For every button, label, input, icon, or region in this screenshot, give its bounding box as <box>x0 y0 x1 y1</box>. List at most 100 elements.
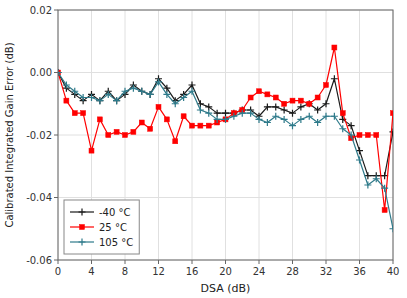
x-tick <box>225 260 226 264</box>
y-tick-label: 0.02 <box>30 5 52 16</box>
y-axis-label: Calibrated Integrated Gain Error (dB) <box>4 42 15 227</box>
marker <box>156 104 161 109</box>
marker <box>205 110 212 117</box>
chart: 0481216202428323640-0.06-0.04-0.020.000.… <box>0 0 407 298</box>
marker <box>323 100 330 107</box>
marker <box>257 89 262 94</box>
x-tick-label: 8 <box>122 266 128 277</box>
marker <box>230 113 237 120</box>
x-tick <box>292 260 293 264</box>
marker <box>138 88 145 95</box>
plot-frame <box>58 10 393 260</box>
marker <box>113 97 120 104</box>
y-tick <box>54 72 58 73</box>
marker <box>147 91 154 98</box>
marker <box>205 103 212 110</box>
marker <box>264 119 271 126</box>
legend-marker <box>79 209 86 216</box>
marker <box>239 110 246 117</box>
marker <box>348 132 355 139</box>
marker <box>340 111 345 116</box>
marker <box>214 116 221 123</box>
marker <box>96 97 103 104</box>
x-tick-label: 12 <box>152 266 165 277</box>
x-tick-label: 28 <box>286 266 299 277</box>
marker <box>105 91 112 98</box>
marker <box>64 98 69 103</box>
marker <box>306 100 313 107</box>
marker <box>63 82 70 89</box>
marker <box>265 92 270 97</box>
marker <box>247 110 254 117</box>
x-tick-label: 0 <box>55 266 61 277</box>
line <box>58 73 393 176</box>
x-tick <box>58 260 59 264</box>
x-tick <box>259 260 260 264</box>
y-tick <box>54 10 58 11</box>
marker <box>122 88 129 95</box>
marker <box>80 94 87 101</box>
marker <box>106 133 111 138</box>
marker <box>373 175 380 182</box>
series <box>58 69 393 232</box>
y-tick-label: 0.00 <box>30 67 52 78</box>
x-axis-label: DSA (dB) <box>201 282 251 295</box>
marker <box>272 113 279 120</box>
legend: -40 °C25 °C105 °C <box>64 200 139 254</box>
marker <box>307 101 312 106</box>
x-tick <box>192 260 193 264</box>
marker <box>348 122 355 129</box>
marker <box>382 208 387 213</box>
y-tick-label: -0.04 <box>26 192 52 203</box>
x-tick-label: 20 <box>219 266 232 277</box>
marker <box>173 139 178 144</box>
marker <box>297 103 304 110</box>
marker <box>164 117 169 122</box>
marker <box>381 185 388 192</box>
marker <box>139 120 144 125</box>
y-tick <box>54 197 58 198</box>
marker <box>390 225 394 232</box>
marker <box>339 125 346 132</box>
marker <box>314 119 321 126</box>
x-tick-label: 32 <box>320 266 333 277</box>
marker <box>323 113 330 120</box>
marker <box>172 100 179 107</box>
marker <box>391 111 394 116</box>
marker <box>298 98 303 103</box>
marker <box>297 116 304 123</box>
marker <box>89 148 94 153</box>
marker <box>331 75 338 82</box>
marker <box>147 91 154 98</box>
marker <box>197 107 204 114</box>
marker <box>163 91 170 98</box>
y-tick-label: -0.02 <box>26 130 52 141</box>
legend-marker <box>79 239 86 246</box>
marker <box>155 78 162 85</box>
x-tick <box>125 260 126 264</box>
marker <box>206 123 211 128</box>
line <box>58 48 393 211</box>
marker <box>223 117 228 122</box>
marker <box>190 123 195 128</box>
x-tick <box>393 260 394 264</box>
marker <box>81 111 86 116</box>
x-tick-label: 24 <box>253 266 266 277</box>
marker <box>324 83 329 88</box>
y-grid-line <box>58 197 393 198</box>
plot-background <box>58 10 393 260</box>
y-tick <box>54 260 58 261</box>
marker <box>58 69 62 76</box>
x-tick <box>91 260 92 264</box>
x-tick-label: 36 <box>353 266 366 277</box>
marker <box>248 95 253 100</box>
marker <box>72 111 77 116</box>
marker <box>281 107 288 114</box>
x-tick-label: 40 <box>387 266 400 277</box>
y-tick-label: -0.06 <box>26 255 52 266</box>
marker <box>138 88 145 95</box>
marker <box>189 88 196 95</box>
legend-marker <box>80 225 85 230</box>
marker <box>198 123 203 128</box>
marker <box>281 116 288 123</box>
